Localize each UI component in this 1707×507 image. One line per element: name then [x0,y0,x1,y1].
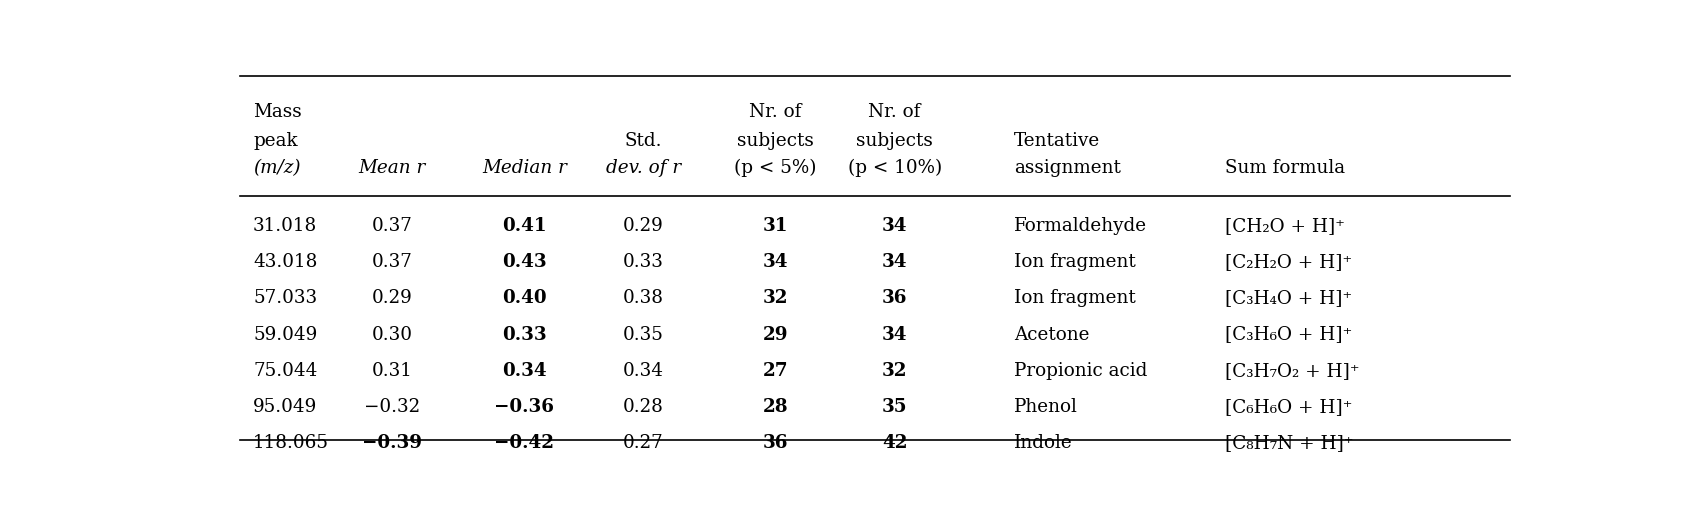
Text: 34: 34 [883,216,908,235]
Text: 43.018: 43.018 [253,253,318,271]
Text: Median r: Median r [481,159,567,177]
Text: Indole: Indole [1014,434,1072,452]
Text: −0.42: −0.42 [495,434,555,452]
Text: 57.033: 57.033 [253,289,318,307]
Text: 118.065: 118.065 [253,434,329,452]
Text: 27: 27 [763,362,789,380]
Text: (p < 10%): (p < 10%) [848,159,942,177]
Text: 28: 28 [763,398,789,416]
Text: Nr. of: Nr. of [869,102,920,121]
Text: Nr. of: Nr. of [749,102,802,121]
Text: Formaldehyde: Formaldehyde [1014,216,1147,235]
Text: 0.33: 0.33 [623,253,664,271]
Text: (p < 5%): (p < 5%) [734,159,818,177]
Text: 32: 32 [763,289,789,307]
Text: peak: peak [253,132,297,150]
Text: subjects: subjects [737,132,814,150]
Text: 31.018: 31.018 [253,216,318,235]
Text: Std.: Std. [625,132,662,150]
Text: 34: 34 [883,253,908,271]
Text: 0.37: 0.37 [372,216,413,235]
Text: −0.39: −0.39 [362,434,422,452]
Text: [C₆H₆O + H]⁺: [C₆H₆O + H]⁺ [1226,398,1352,416]
Text: 0.34: 0.34 [623,362,664,380]
Text: −0.32: −0.32 [364,398,420,416]
Text: 0.27: 0.27 [623,434,664,452]
Text: 42: 42 [883,434,908,452]
Text: 0.40: 0.40 [502,289,546,307]
Text: 35: 35 [883,398,908,416]
Text: subjects: subjects [857,132,934,150]
Text: 0.37: 0.37 [372,253,413,271]
Text: [C₃H₆O + H]⁺: [C₃H₆O + H]⁺ [1226,325,1352,344]
Text: −0.36: −0.36 [495,398,555,416]
Text: 0.38: 0.38 [623,289,664,307]
Text: Ion fragment: Ion fragment [1014,253,1135,271]
Text: Propionic acid: Propionic acid [1014,362,1147,380]
Text: [C₃H₄O + H]⁺: [C₃H₄O + H]⁺ [1226,289,1352,307]
Text: 0.31: 0.31 [372,362,413,380]
Text: 0.33: 0.33 [502,325,546,344]
Text: Sum formula: Sum formula [1226,159,1345,177]
Text: 36: 36 [763,434,789,452]
Text: 32: 32 [883,362,908,380]
Text: 95.049: 95.049 [253,398,318,416]
Text: assignment: assignment [1014,159,1120,177]
Text: (m/z): (m/z) [253,159,300,177]
Text: 34: 34 [883,325,908,344]
Text: 0.30: 0.30 [372,325,413,344]
Text: Acetone: Acetone [1014,325,1089,344]
Text: 75.044: 75.044 [253,362,318,380]
Text: 0.29: 0.29 [623,216,664,235]
Text: Phenol: Phenol [1014,398,1077,416]
Text: 0.29: 0.29 [372,289,413,307]
Text: 0.28: 0.28 [623,398,664,416]
Text: Mass: Mass [253,102,302,121]
Text: [C₈H₇N + H]⁺: [C₈H₇N + H]⁺ [1226,434,1354,452]
Text: 34: 34 [763,253,789,271]
Text: [CH₂O + H]⁺: [CH₂O + H]⁺ [1226,216,1345,235]
Text: 31: 31 [763,216,789,235]
Text: dev. of r: dev. of r [606,159,681,177]
Text: 0.34: 0.34 [502,362,546,380]
Text: Mean r: Mean r [358,159,425,177]
Text: Ion fragment: Ion fragment [1014,289,1135,307]
Text: 36: 36 [883,289,908,307]
Text: 0.43: 0.43 [502,253,546,271]
Text: 59.049: 59.049 [253,325,318,344]
Text: Tentative: Tentative [1014,132,1099,150]
Text: [C₃H₇O₂ + H]⁺: [C₃H₇O₂ + H]⁺ [1226,362,1360,380]
Text: 0.35: 0.35 [623,325,664,344]
Text: 29: 29 [763,325,789,344]
Text: [C₂H₂O + H]⁺: [C₂H₂O + H]⁺ [1226,253,1352,271]
Text: 0.41: 0.41 [502,216,546,235]
